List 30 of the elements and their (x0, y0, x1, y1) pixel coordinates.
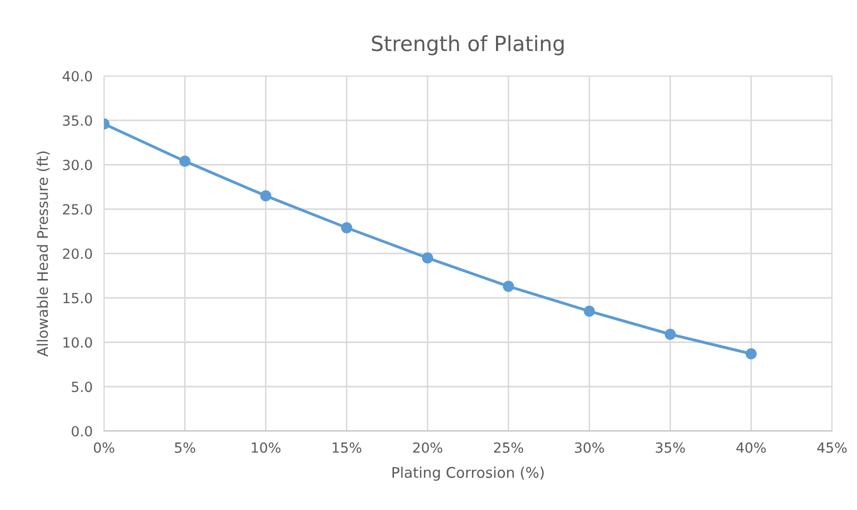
x-tick-label: 5% (174, 442, 196, 453)
y-tick-label: 5.0 (72, 382, 92, 392)
x-tick-label: 20% (413, 442, 442, 453)
point (584, 306, 595, 317)
point (664, 328, 676, 340)
x-tick-label: 35% (656, 442, 685, 453)
y-tick-label: 15.0 (63, 292, 92, 304)
y-tick-label: 0.0 (72, 426, 92, 436)
point (422, 252, 434, 264)
x-tick-label: 45% (817, 442, 847, 453)
point (260, 190, 272, 202)
y-tick-label: 25.0 (62, 204, 92, 215)
x-tick-label: 15% (332, 442, 362, 453)
y-tick-label: 30.0 (63, 160, 92, 170)
x-tick-label: 10% (252, 442, 280, 453)
x-tick-label: 25% (494, 442, 524, 453)
x-tick-label: 30% (574, 442, 604, 453)
x-axis-title: Plating Corrosion (%) (392, 466, 544, 481)
point (179, 156, 190, 167)
y-tick-label: 40.0 (62, 70, 92, 82)
point (746, 348, 757, 360)
x-tick-label: 40% (736, 442, 766, 453)
y-tick-label: 20.0 (62, 248, 92, 259)
y-axis-title: Allowable Head Pressure (ft) (36, 152, 50, 357)
y-tick-label: 35.0 (63, 115, 92, 126)
point (502, 280, 514, 292)
x-tick-label: 0% (94, 442, 114, 453)
y-tick-label: 10.0 (63, 337, 92, 348)
chart-title: Strength of Plating (372, 35, 564, 56)
point (341, 222, 352, 234)
